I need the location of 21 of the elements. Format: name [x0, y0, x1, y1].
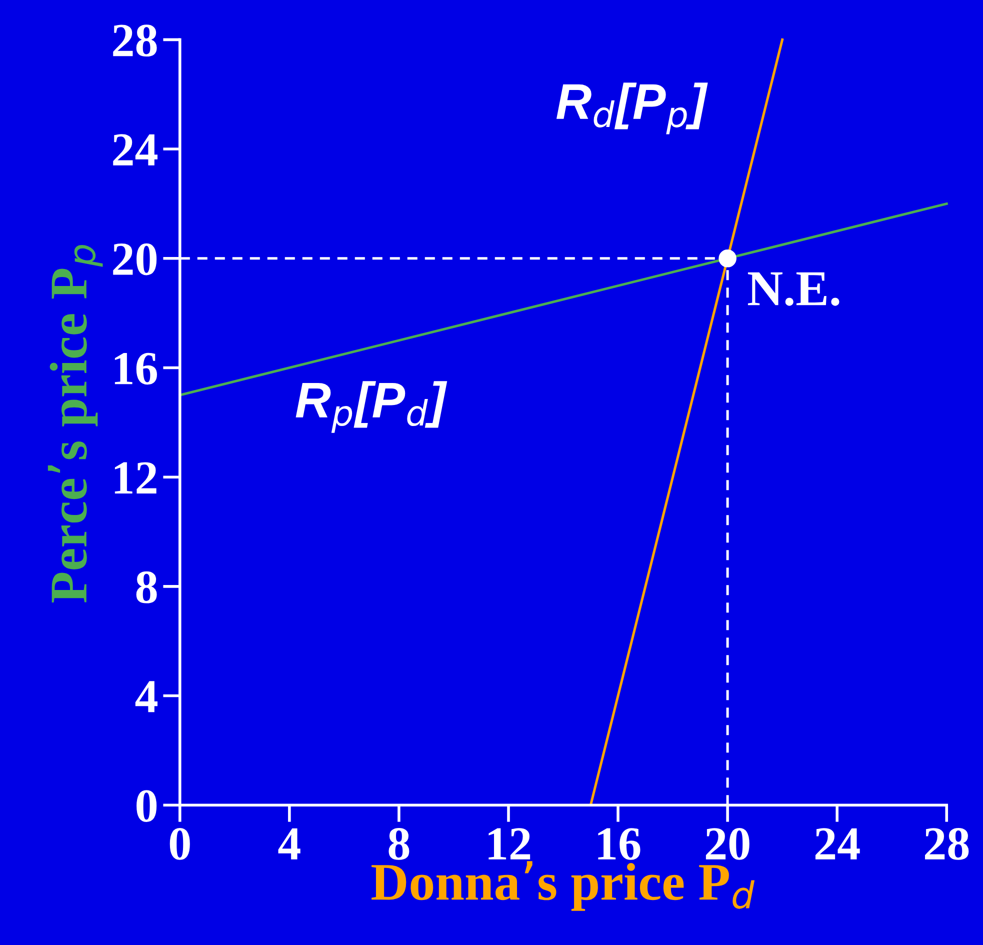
x-tick-label: 0	[170, 828, 190, 860]
y-tick-label: 24	[113, 134, 158, 166]
y-axis-title: Perce’s price P$_{p}$	[48, 245, 103, 603]
y-tick-label: 20	[113, 243, 157, 276]
y-tick-label: 8	[136, 571, 157, 604]
y-tick-label: 16	[114, 352, 157, 385]
annotation: R$_{d}$[P$_{p}$]	[556, 82, 708, 134]
x-tick-label: 28	[925, 828, 969, 860]
x-tick-label: 12	[488, 828, 530, 860]
y-tick-label: 0	[136, 790, 157, 822]
y-tick-label: 28	[113, 24, 157, 57]
x-tick-label: 4	[278, 828, 300, 860]
x-axis-title: Donna’s price P$_{d}$	[372, 861, 755, 911]
x-tick-label: 24	[815, 828, 860, 860]
x-tick-label: 20	[706, 828, 750, 860]
y-tick-label: 12	[114, 462, 156, 494]
annotation: N.E.	[748, 272, 840, 306]
annotation: R$_{p}$[P$_{d}$]	[296, 381, 448, 433]
y-tick-label: 4	[135, 681, 158, 712]
x-tick-label: 8	[388, 828, 410, 860]
x-tick-label: 16	[598, 828, 640, 860]
